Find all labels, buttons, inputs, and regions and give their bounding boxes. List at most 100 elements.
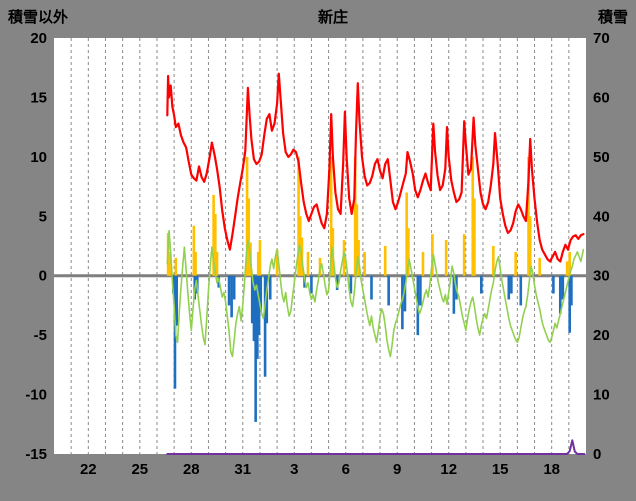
chart-title: 新庄 bbox=[317, 9, 348, 26]
yellow-bars bbox=[166, 156, 571, 276]
blue-bars-bar bbox=[254, 275, 257, 422]
blue-bars-bar bbox=[175, 275, 179, 326]
blue-bars-bar bbox=[250, 275, 254, 324]
yellow-bars-bar bbox=[342, 240, 346, 276]
x-tick-label: 18 bbox=[543, 461, 560, 478]
yellow-bars-bar bbox=[462, 234, 466, 276]
x-tick-label: 3 bbox=[290, 461, 298, 478]
yellow-bars-bar bbox=[306, 251, 310, 276]
blue-bars-bar bbox=[257, 275, 261, 336]
yellow-bars-bar bbox=[407, 228, 410, 276]
x-tick-label: 22 bbox=[80, 461, 97, 478]
yellow-bars-bar bbox=[258, 240, 262, 276]
blue-bars-bar bbox=[570, 275, 573, 306]
right-tick-label: 10 bbox=[593, 387, 610, 404]
yellow-bars-bar bbox=[383, 246, 387, 276]
left-tick-label: -5 bbox=[34, 327, 47, 344]
x-tick-label: 31 bbox=[234, 461, 251, 478]
purple-line bbox=[166, 439, 586, 455]
blue-bars-bar bbox=[256, 275, 259, 359]
yellow-bars-bar bbox=[405, 192, 408, 276]
blue-bars-bar bbox=[263, 275, 267, 377]
blue-bars-bar bbox=[335, 275, 339, 290]
right-tick-label: 20 bbox=[593, 327, 610, 344]
right-tick-label: 30 bbox=[593, 268, 610, 285]
yellow-bars-bar bbox=[353, 156, 357, 276]
yellow-bars-bar bbox=[444, 240, 448, 276]
blue-bars-bar bbox=[387, 275, 390, 306]
yellow-bars-bar bbox=[355, 204, 359, 276]
left-tick-label: 20 bbox=[30, 30, 47, 47]
yellow-bars-bar bbox=[247, 198, 251, 276]
blue-bars-bar bbox=[268, 275, 272, 300]
left-tick-label: -10 bbox=[25, 387, 47, 404]
yellow-bars-bar bbox=[492, 246, 495, 276]
blue-bars-bar bbox=[310, 275, 313, 294]
yellow-bars-bar bbox=[431, 234, 434, 276]
yellow-bars-bar bbox=[297, 156, 300, 276]
yellow-bars-bar bbox=[214, 213, 217, 276]
yellow-bars-bar bbox=[528, 216, 532, 276]
x-tick-label: 15 bbox=[492, 461, 509, 478]
right-tick-label: 40 bbox=[593, 208, 610, 225]
yellow-bars-bar bbox=[275, 249, 279, 276]
blue-bars-bar bbox=[230, 275, 233, 318]
chart-header: 積雪以外 新庄 積雪 bbox=[0, 6, 636, 27]
yellow-bars-bar bbox=[194, 251, 197, 276]
yellow-bars-bar bbox=[329, 156, 333, 276]
plot-background bbox=[54, 38, 586, 454]
x-axis-tick-labels: 22 25 28 31 3 6 9 12 15 18 bbox=[80, 461, 560, 478]
right-tick-label: 70 bbox=[593, 30, 610, 47]
blue-bars-bar bbox=[480, 275, 483, 294]
yellow-bars-bar bbox=[215, 251, 219, 276]
x-tick-label: 6 bbox=[342, 461, 350, 478]
yellow-bars-bar bbox=[256, 251, 260, 276]
blue-bars-bar bbox=[265, 275, 269, 324]
blue-bars-bar bbox=[370, 275, 373, 300]
left-tick-label: 0 bbox=[39, 268, 47, 285]
green-line bbox=[166, 229, 585, 358]
x-tick-label: 12 bbox=[440, 461, 457, 478]
left-axis-title: 積雪以外 bbox=[8, 9, 69, 26]
yellow-bars-bar bbox=[527, 156, 530, 276]
x-tick-label: 25 bbox=[131, 461, 148, 478]
yellow-bars-bar bbox=[538, 257, 541, 276]
right-tick-label: 0 bbox=[593, 446, 601, 463]
blue-bars-bar bbox=[419, 275, 422, 306]
yellow-bars-bar bbox=[568, 251, 571, 276]
yellow-bars-bar bbox=[245, 156, 249, 276]
yellow-bars-bar bbox=[174, 257, 178, 276]
blue-bars-bar bbox=[452, 275, 456, 314]
yellow-bars-bar bbox=[168, 251, 172, 276]
blue-bars-bar bbox=[227, 275, 231, 306]
blue-bars-bar bbox=[401, 275, 404, 330]
left-tick-label: 5 bbox=[39, 208, 47, 225]
right-tick-label: 50 bbox=[593, 149, 610, 166]
left-tick-label: 15 bbox=[30, 89, 47, 106]
blue-bars-bar bbox=[561, 275, 565, 300]
yellow-bars-bar bbox=[192, 225, 196, 276]
left-tick-label: -15 bbox=[25, 446, 47, 463]
red-line bbox=[166, 72, 585, 263]
blue-bars-bar bbox=[558, 275, 562, 314]
right-tick-label: 60 bbox=[593, 89, 610, 106]
yellow-bars-bar bbox=[565, 261, 569, 276]
blue-bars-bar bbox=[519, 275, 523, 306]
blue-bars-bar bbox=[507, 275, 511, 300]
yellow-bars-bar bbox=[363, 251, 366, 276]
blue-bars-bar bbox=[552, 275, 555, 294]
x-tick-label: 9 bbox=[393, 461, 401, 478]
x-tick-label: 28 bbox=[183, 461, 200, 478]
blue-bars-bar bbox=[232, 275, 236, 300]
blue-bars-bar bbox=[568, 275, 571, 333]
yellow-bars-bar bbox=[473, 198, 476, 276]
blue-bars-bar bbox=[510, 275, 513, 294]
yellow-bars-bar bbox=[514, 251, 517, 276]
yellow-bars-bar bbox=[421, 251, 425, 276]
left-tick-label: 10 bbox=[30, 149, 47, 166]
blue-bars-bar bbox=[252, 275, 256, 342]
blue-bars-bar bbox=[349, 275, 353, 294]
right-axis-tick-labels: 70 60 50 40 30 20 10 0 bbox=[593, 30, 610, 463]
